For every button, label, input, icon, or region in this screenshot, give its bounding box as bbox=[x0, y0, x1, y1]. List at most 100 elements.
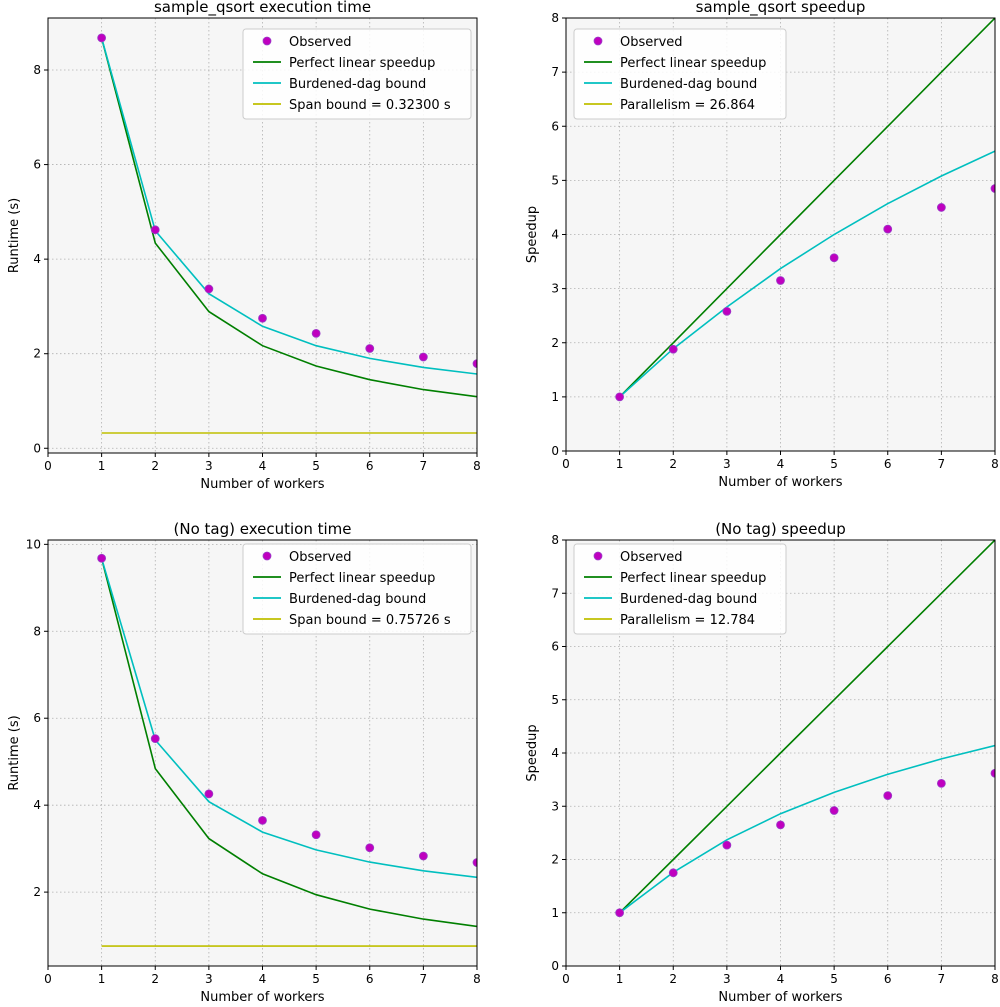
x-tick-label: 1 bbox=[616, 457, 624, 471]
x-tick-label: 3 bbox=[205, 459, 213, 473]
chart-panel-1: 0 1 2 3 4 5 6 7 8 0 2 4 6 8 sample_qsort execution tim… bbox=[7, 0, 481, 492]
series-line-perfect bbox=[619, 540, 995, 914]
legend-label: Perfect linear speedup bbox=[620, 571, 766, 586]
legend-box bbox=[242, 543, 472, 635]
legend-box bbox=[573, 28, 787, 120]
observed-point bbox=[722, 306, 732, 316]
legend-label: Observed bbox=[289, 550, 352, 565]
legend-marker-observed bbox=[262, 551, 272, 561]
y-tick-label: 6 bbox=[551, 119, 559, 133]
series-line-burdeneddag bbox=[100, 37, 477, 375]
observed-point bbox=[204, 284, 214, 294]
y-tick-label: 1 bbox=[551, 906, 559, 920]
observed-point bbox=[97, 553, 107, 563]
x-tick-label: 7 bbox=[420, 972, 428, 986]
observed-point bbox=[472, 359, 477, 369]
y-tick-label: 4 bbox=[551, 746, 559, 760]
observed-point bbox=[365, 344, 375, 353]
x-tick-label: 4 bbox=[777, 457, 785, 471]
observed-point bbox=[776, 276, 785, 285]
series-line-burdeneddag bbox=[619, 744, 995, 914]
x-tick-label: 6 bbox=[366, 972, 374, 986]
observed-point bbox=[615, 908, 625, 918]
series-line-perfect bbox=[619, 18, 995, 398]
x-tick-label: 2 bbox=[669, 972, 677, 986]
observed-point bbox=[668, 868, 678, 878]
x-tick-label: 1 bbox=[98, 972, 106, 986]
chart-title: (No tag) speedup bbox=[715, 520, 846, 538]
y-tick-label: 10 bbox=[26, 537, 41, 551]
legend-label: Parallelism = 12.784 bbox=[620, 613, 755, 628]
series-line-perfect bbox=[100, 558, 477, 928]
observed-point bbox=[883, 224, 893, 234]
y-axis-label: Speedup bbox=[525, 724, 540, 781]
x-tick-label: 7 bbox=[938, 457, 946, 471]
x-tick-label: 2 bbox=[669, 457, 677, 471]
chart-panel-4: 0 1 2 3 4 5 6 7 8 0 1 2 3 4 5 6 7 8 (No tag) speedup Number… bbox=[525, 520, 999, 1005]
x-tick-label: 8 bbox=[991, 457, 999, 471]
y-tick-label: 4 bbox=[551, 228, 559, 242]
x-tick-label: 7 bbox=[938, 972, 946, 986]
y-tick-label: 0 bbox=[551, 444, 559, 458]
legend: Observed Perfect linear speedup Burdened-d… bbox=[242, 543, 472, 635]
observed-point bbox=[936, 203, 946, 212]
x-tick-label: 8 bbox=[473, 972, 481, 986]
x-axis-label: Number of workers bbox=[718, 475, 842, 490]
y-tick-label: 4 bbox=[33, 252, 41, 266]
legend-label: Span bound = 0.75726 s bbox=[289, 613, 451, 628]
observed-point bbox=[829, 253, 839, 263]
x-axis-label: Number of workers bbox=[718, 990, 842, 1005]
y-tick-label: 8 bbox=[551, 533, 559, 547]
legend-label: Burdened-dag bound bbox=[620, 77, 757, 92]
x-tick-label: 2 bbox=[151, 459, 159, 473]
x-tick-label: 5 bbox=[312, 972, 320, 986]
y-tick-label: 8 bbox=[33, 63, 41, 77]
legend-marker-observed bbox=[593, 36, 603, 46]
legend-label: Observed bbox=[289, 35, 352, 50]
x-tick-label: 0 bbox=[562, 457, 570, 471]
y-tick-label: 2 bbox=[551, 853, 559, 867]
x-tick-label: 3 bbox=[723, 457, 731, 471]
observed-point bbox=[150, 734, 160, 744]
observed-point bbox=[204, 789, 214, 799]
chart-panel-2: 0 1 2 3 4 5 6 7 8 0 1 2 3 4 5 6 7 8 sample_qsort speedup Nu… bbox=[525, 0, 999, 490]
y-tick-label: 2 bbox=[551, 336, 559, 350]
observed-point bbox=[311, 830, 321, 840]
series-line-perfect bbox=[100, 37, 477, 398]
x-tick-label: 0 bbox=[44, 459, 52, 473]
x-tick-label: 8 bbox=[473, 459, 481, 473]
observed-point bbox=[418, 851, 428, 861]
observed-point bbox=[311, 328, 321, 338]
observed-point bbox=[722, 840, 732, 850]
y-tick-label: 0 bbox=[33, 441, 41, 455]
observed-point bbox=[990, 184, 995, 193]
observed-point bbox=[97, 33, 107, 43]
observed-point bbox=[258, 313, 267, 323]
chart-title: sample_qsort execution time bbox=[154, 0, 371, 17]
x-tick-label: 6 bbox=[884, 972, 892, 986]
observed-point bbox=[990, 768, 995, 778]
chart-panel-3: 0 1 2 3 4 5 6 7 8 2 4 6 8 10 (No tag) execution time Nu… bbox=[7, 520, 481, 1005]
observed-point bbox=[615, 392, 625, 402]
y-axis-label: Speedup bbox=[525, 206, 540, 263]
observed-point bbox=[776, 820, 785, 830]
observed-point bbox=[829, 806, 839, 815]
x-tick-label: 3 bbox=[723, 972, 731, 986]
legend-label: Perfect linear speedup bbox=[620, 56, 766, 71]
legend-label: Observed bbox=[620, 35, 683, 50]
observed-point bbox=[418, 352, 428, 362]
y-tick-label: 8 bbox=[551, 11, 559, 25]
y-tick-label: 1 bbox=[551, 390, 559, 404]
legend: Observed Perfect linear speedup Burdened-d… bbox=[242, 28, 472, 120]
y-tick-label: 2 bbox=[33, 885, 41, 899]
legend-label: Parallelism = 26.864 bbox=[620, 98, 755, 113]
y-tick-label: 6 bbox=[33, 711, 41, 725]
x-tick-label: 7 bbox=[420, 459, 428, 473]
legend-label: Perfect linear speedup bbox=[289, 571, 435, 586]
y-tick-label: 0 bbox=[551, 959, 559, 973]
series-line-burdeneddag bbox=[619, 150, 995, 398]
y-tick-label: 7 bbox=[551, 65, 559, 79]
y-tick-label: 8 bbox=[33, 624, 41, 638]
observed-point bbox=[668, 344, 678, 354]
x-tick-label: 4 bbox=[777, 972, 785, 986]
